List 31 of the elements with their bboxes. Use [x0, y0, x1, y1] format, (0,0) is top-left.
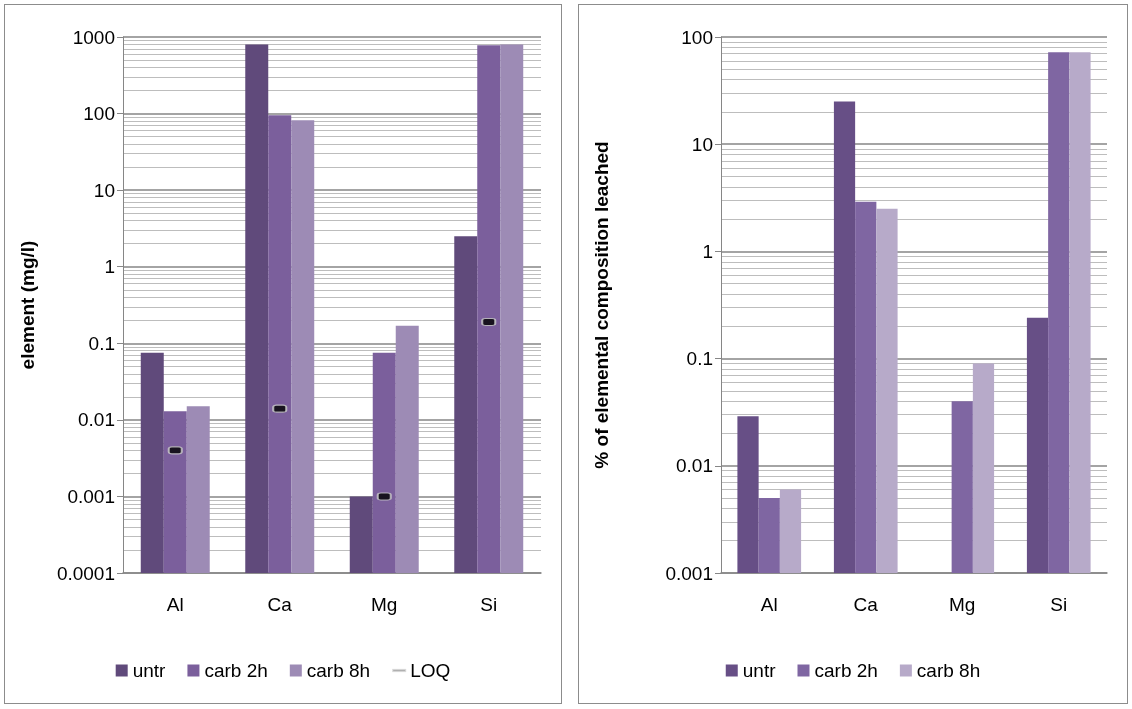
- x-tick-label: Ca: [853, 594, 879, 615]
- y-tick-label: 100: [83, 103, 115, 125]
- legend-label: untr: [742, 660, 777, 681]
- y-tick-label: 1000: [72, 26, 115, 48]
- legend-label: carb 8h: [916, 660, 981, 681]
- y-tick-label: 0.1: [88, 332, 115, 354]
- x-tick-label: Mg: [371, 594, 398, 615]
- y-tick-label: 0.001: [67, 485, 115, 507]
- y-tick-label: 1: [104, 256, 115, 278]
- y-tick-label: 0.001: [665, 562, 713, 584]
- x-tick-label: Al: [760, 594, 778, 615]
- y-axis-title: element (mg/l): [17, 240, 38, 370]
- y-tick-label: 1: [702, 240, 713, 262]
- x-tick-label: Si: [1050, 594, 1068, 615]
- y-tick-label: 100: [681, 26, 713, 48]
- x-tick-label: Ca: [267, 594, 293, 615]
- y-tick-label: 0.01: [676, 455, 713, 477]
- y-axis-title: % of elemental composition leached: [591, 141, 612, 469]
- legend-label: untr: [132, 660, 167, 681]
- legend-label: carb 2h: [814, 660, 878, 681]
- legend-label: carb 2h: [204, 660, 268, 681]
- y-tick-label: 0.0001: [56, 562, 115, 584]
- x-tick-label: Mg: [949, 594, 976, 615]
- legend-label: LOQ: [410, 660, 451, 681]
- x-tick-label: Si: [480, 594, 498, 615]
- x-tick-label: Al: [166, 594, 184, 615]
- legend-label: carb 8h: [306, 660, 371, 681]
- y-tick-label: 0.1: [686, 348, 713, 370]
- y-tick-label: 10: [691, 133, 713, 155]
- y-tick-label: 0.01: [78, 409, 115, 431]
- y-tick-label: 10: [93, 179, 115, 201]
